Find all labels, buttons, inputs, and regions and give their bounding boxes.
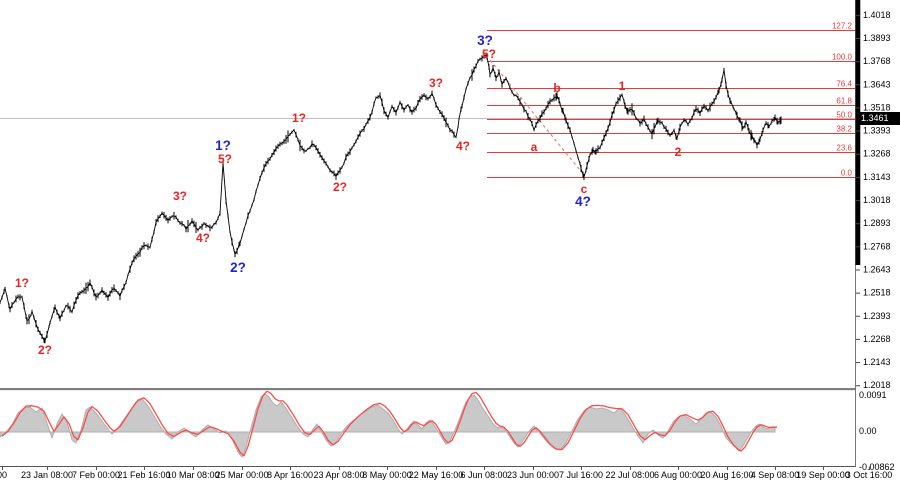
wave-label[interactable]: 1?	[292, 111, 306, 125]
price-axis-label: 1.2768	[863, 241, 891, 251]
price-axis-label: 1.4018	[863, 10, 891, 20]
fib-level-label: 23.6	[836, 144, 852, 153]
time-axis-label: 23 Apr 08:00	[313, 470, 364, 480]
indicator-axis-label: 0.0091	[859, 390, 887, 400]
time-axis-label: 8 Apr 16:00	[267, 470, 313, 480]
wave-label[interactable]: 4?	[575, 194, 591, 209]
fib-level-label: 61.8	[836, 97, 852, 106]
wave-label[interactable]: 3?	[477, 33, 493, 48]
time-axis-label: 00	[0, 470, 7, 480]
fib-level-label: 127.2	[832, 22, 853, 31]
price-axis-label: 1.3018	[863, 195, 891, 205]
wave-label[interactable]: 1	[619, 79, 626, 93]
time-axis-label: 6 Aug 00:00	[654, 470, 702, 480]
axis-black-bar	[855, 0, 861, 265]
price-axis-label: 1.2643	[863, 264, 891, 274]
time-axis-label: 22 May 16:00	[409, 470, 464, 480]
wave-label[interactable]: 2?	[38, 343, 52, 357]
price-axis-label: 1.3143	[863, 172, 891, 182]
oscillator-indicator[interactable]	[0, 391, 777, 458]
time-axis-label: 21 Feb 16:00	[117, 470, 170, 480]
price-axis-label: 1.2143	[863, 357, 891, 367]
fib-level-label: 0.0	[841, 169, 853, 178]
oscillator-signal-line	[1, 391, 777, 457]
time-axis-label: 23 Jun 00:00	[507, 470, 559, 480]
trend-dashed-line[interactable]	[489, 59, 585, 176]
time-axis-label: 19 Sep 00:00	[796, 470, 850, 480]
price-axis-label: 1.2018	[863, 380, 891, 390]
current-price-tag: 1.3461	[856, 112, 900, 125]
panel-separator[interactable]	[0, 388, 856, 391]
time-axis-label: 8 May 00:00	[362, 470, 412, 480]
fib-level-label: 38.2	[836, 125, 852, 134]
price-axis-label: 1.2268	[863, 334, 891, 344]
price-axis-label: 1.3893	[863, 33, 891, 43]
price-axis-label: 1.2393	[863, 311, 891, 321]
price-axis-label: 1.2893	[863, 218, 891, 228]
time-axis-label: 7 Jul 16:00	[559, 470, 603, 480]
price-axis-label: 1.3643	[863, 79, 891, 89]
price-axis-label: 1.3768	[863, 56, 891, 66]
wave-label[interactable]: 1?	[215, 138, 231, 153]
wave-label[interactable]: 3?	[429, 76, 443, 90]
wave-label[interactable]: 2?	[333, 180, 347, 194]
price-line	[0, 54, 782, 342]
price-bars	[0, 53, 782, 344]
wave-label[interactable]: 1?	[15, 276, 29, 290]
price-axis-label: 1.2518	[863, 288, 891, 298]
time-axis-label: 10 Mar 08:00	[166, 470, 219, 480]
time-axis-label: 3 Oct 16:00	[846, 470, 893, 480]
time-axis-label: 6 Jun 08:00	[460, 470, 507, 480]
time-axis-label: 25 Mar 00:00	[215, 470, 268, 480]
price-series[interactable]	[0, 53, 782, 344]
wave-label[interactable]: 2?	[230, 260, 246, 275]
oscillator-fill	[0, 393, 776, 458]
fib-level-label: 50.0	[836, 111, 852, 120]
wave-label[interactable]: 4?	[196, 231, 210, 245]
wave-label[interactable]: 5?	[218, 152, 232, 166]
wave-label[interactable]: 4?	[456, 139, 470, 153]
price-axis-label: 1.3393	[863, 126, 891, 136]
time-axis-label: 23 Jan 08:00	[21, 470, 73, 480]
wave-label[interactable]: 3?	[173, 189, 187, 203]
wave-label[interactable]: b	[553, 81, 560, 95]
price-axis-label: 1.3518	[863, 102, 891, 112]
wave-label[interactable]: 2	[675, 145, 682, 159]
price-axis-label: 1.3268	[863, 149, 891, 159]
wave-label[interactable]: c	[581, 182, 588, 196]
fib-level-label: 76.4	[836, 80, 852, 89]
indicator-axis-label: -0.00862	[859, 462, 895, 472]
time-axis-label: 20 Aug 16:00	[700, 470, 753, 480]
wave-label[interactable]: a	[531, 140, 538, 154]
wave-label[interactable]: 5?	[482, 47, 496, 61]
time-axis-label: 4 Sep 08:00	[751, 470, 800, 480]
fib-level-label: 100.0	[832, 53, 853, 62]
indicator-axis-label: 0.00	[859, 426, 877, 436]
time-axis-label: 7 Feb 00:00	[72, 470, 120, 480]
time-axis-label: 22 Jul 08:00	[605, 470, 654, 480]
fibonacci-retracement[interactable]: 127.2 100.0 76.4 61.8 50.0 38.2 23.6 0.0	[487, 22, 855, 178]
